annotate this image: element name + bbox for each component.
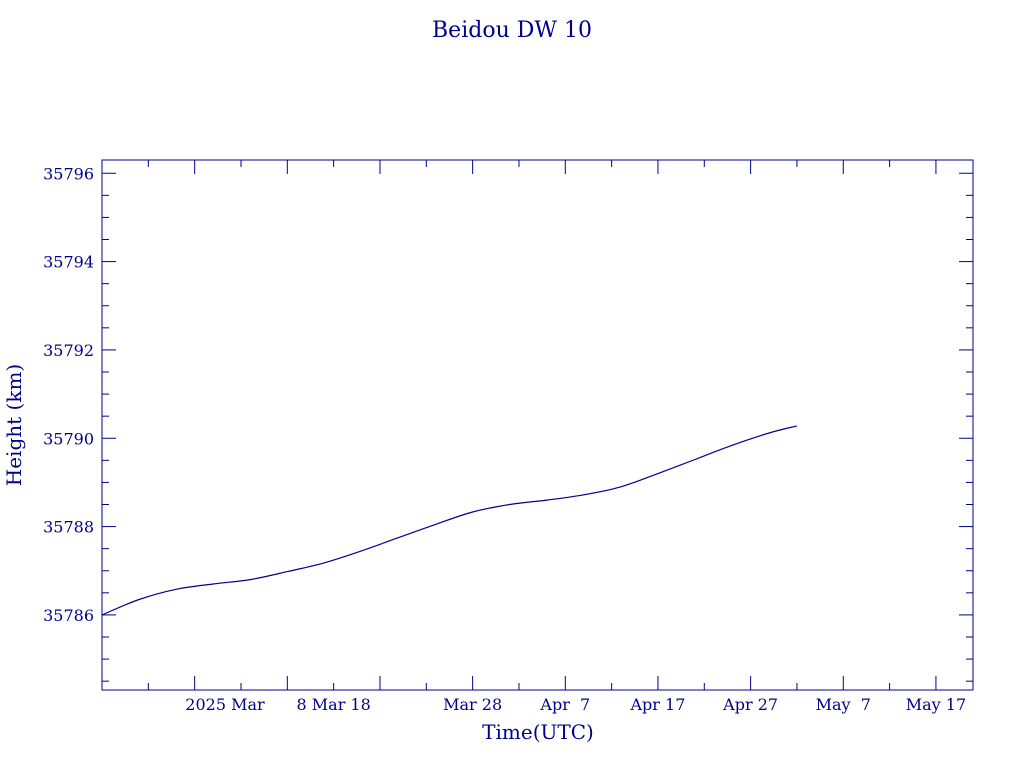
y-tick-label: 35792 — [43, 341, 94, 360]
x-axis: 2025 Mar 8 Mar 18 Mar 28 Apr 7 Apr 17 Apr 27 M… — [147, 160, 966, 714]
y-axis: 35786 35788 35790 35792 35794 35796 — [43, 164, 973, 682]
x-tick-label: Apr 7 — [539, 695, 590, 714]
y-tick-label: 35796 — [43, 164, 94, 183]
plot-area — [101, 159, 974, 691]
y-tick-label: 35786 — [43, 606, 94, 625]
y-tick-label: 35788 — [43, 518, 94, 537]
chart-title: Beidou DW 10 — [432, 18, 592, 43]
x-axis-label: Time(UTC) — [482, 720, 594, 744]
x-tick-label: 2025 Mar — [185, 695, 265, 714]
height-series-line — [101, 425, 798, 616]
y-tick-label: 35794 — [43, 253, 94, 272]
x-tick-label: Apr 27 — [722, 695, 778, 714]
x-tick-label: 8 Mar 18 — [297, 695, 371, 714]
x-tick-label: Mar 28 — [443, 695, 502, 714]
x-tick-label: Apr 17 — [630, 695, 686, 714]
y-tick-label: 35790 — [43, 429, 94, 448]
y-axis-label: Height (km) — [2, 364, 26, 486]
x-tick-label: May 7 — [816, 695, 871, 714]
x-tick-label: May 17 — [906, 695, 966, 714]
